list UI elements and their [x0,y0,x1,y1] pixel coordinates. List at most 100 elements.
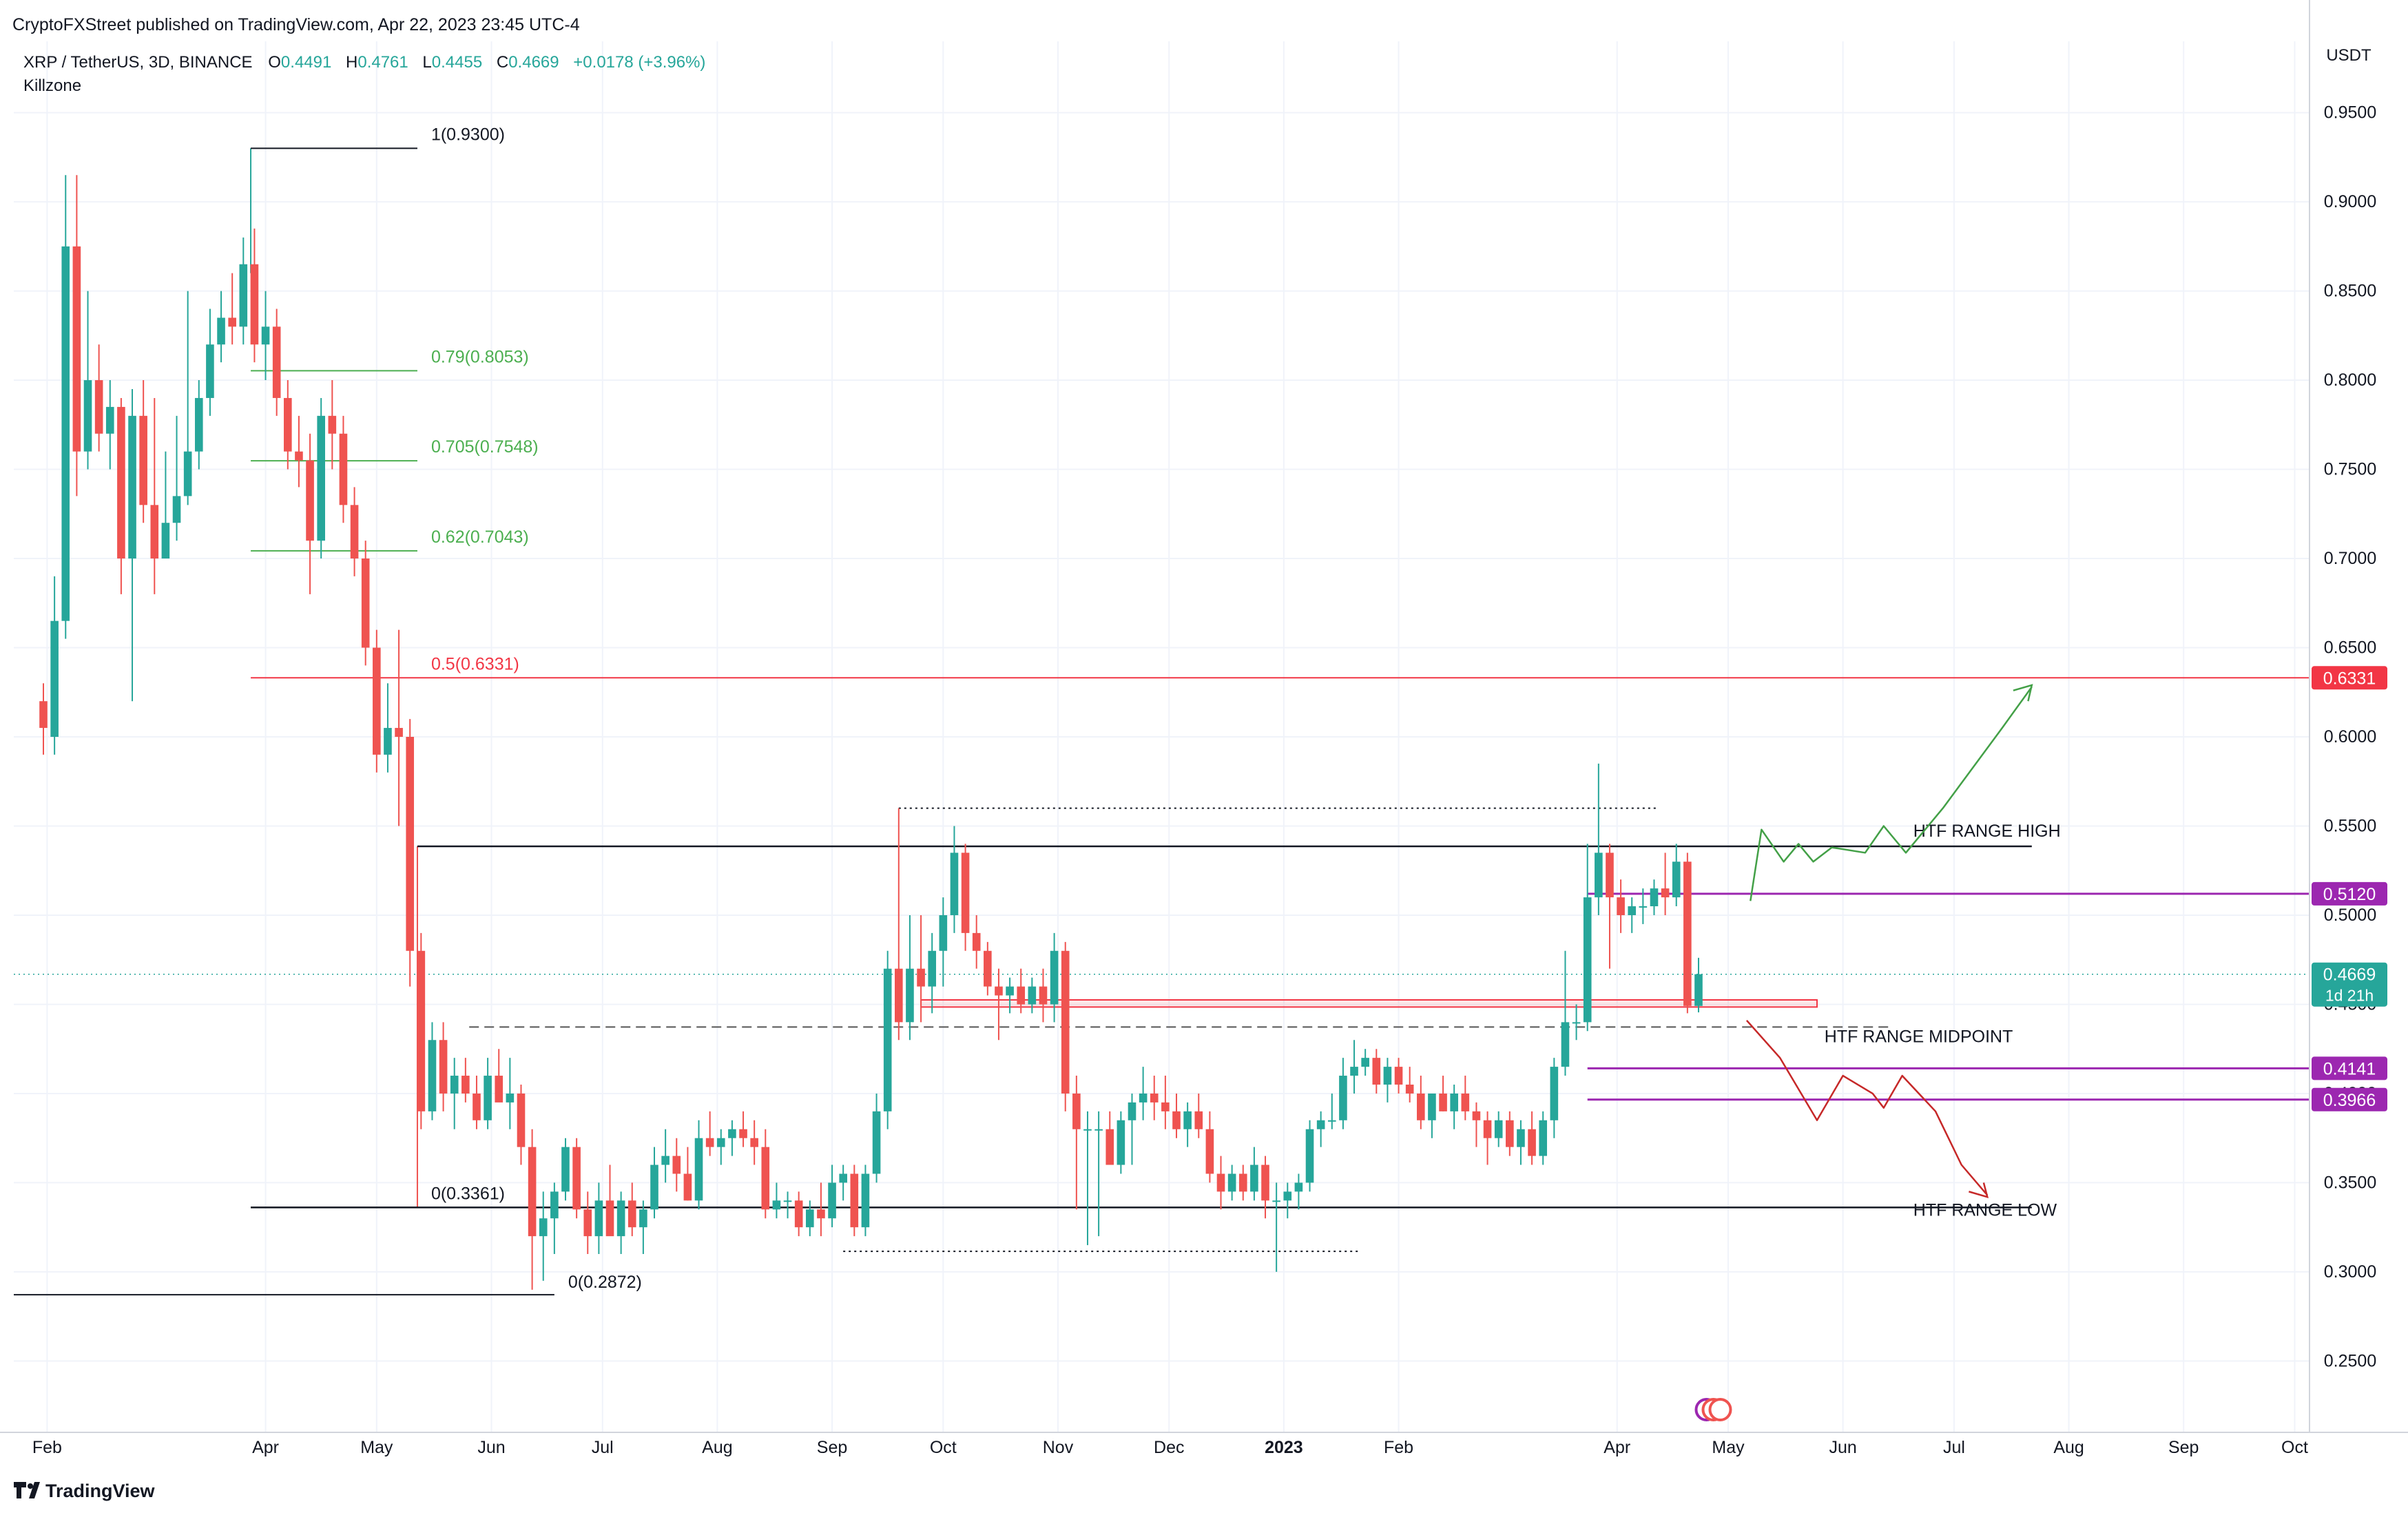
ohlc-h-value: 0.4761 [357,53,408,72]
candle-body [1061,950,1070,1094]
candle-body [1517,1129,1525,1147]
candle-body [972,932,981,951]
x-tick-label: Dec [1154,1438,1184,1457]
candle [1617,879,1625,933]
y-tick-label: 0.2500 [2324,1351,2376,1370]
candle-body [384,728,392,755]
candle [817,1182,825,1237]
fib-label: 0(0.3361) [431,1184,505,1203]
candle [1139,1067,1148,1120]
event-flag-icon[interactable] [1708,1398,1732,1421]
candle-body [61,246,70,621]
candle [1172,1093,1181,1138]
x-tick-label: Jun [1829,1438,1856,1457]
candlestick-series [39,175,1703,1290]
candle-body [828,1182,836,1219]
candle [217,291,225,363]
candle-body [661,1156,670,1165]
candle-body [583,1209,592,1237]
x-tick-label: Oct [2281,1438,2308,1457]
candle-body [506,1093,515,1103]
tradingview-logo-icon [14,1482,40,1498]
candle [284,380,292,470]
candle-body [639,1209,647,1228]
x-tick-label: May [1712,1438,1745,1457]
candle-body [317,415,325,541]
candle-body [1205,1129,1214,1174]
candle-body [1361,1058,1369,1067]
fib-label: 0(0.2872) [568,1273,642,1292]
candle-body [883,968,892,1111]
candle [373,629,381,773]
candle [1339,1058,1347,1129]
x-tick-label: Aug [2053,1438,2084,1457]
candle [883,950,892,1129]
candle-body [1439,1093,1447,1111]
candle-body [550,1191,559,1219]
candle [750,1120,758,1165]
price-tag-label: 0.4669 [2323,965,2376,985]
candle [561,1138,570,1201]
indicator-label[interactable]: Killzone [23,76,81,95]
candle-body [605,1200,614,1237]
candle [616,1191,625,1255]
fib-label: 0.62(0.7043) [431,527,529,547]
candle [105,380,114,470]
candle-body [672,1156,681,1174]
candle [1039,968,1048,1023]
candle [39,683,48,755]
candle-body [172,496,181,523]
candle-body [1327,1120,1336,1122]
candle [306,433,314,594]
chart-drawings: HTF RANGE HIGH HTF RANGE MIDPOINT HTF RANG… [14,684,2310,1253]
candle [672,1138,681,1192]
candle-body [1039,986,1048,1005]
candle-body [461,1076,470,1094]
candle-body [1227,1173,1236,1192]
tradingview-brand[interactable]: TradingView [45,1481,156,1501]
candle [1205,1111,1214,1183]
range-level-label: HTF RANGE LOW [1913,1200,2057,1220]
x-tick-label: Jul [1943,1438,1965,1457]
candle [1272,1182,1280,1272]
candle [850,1164,859,1237]
candle [495,1049,504,1103]
candle [1361,1049,1369,1076]
time-axis[interactable]: Feb Apr May Jun Jul Aug Sep Oct Nov Dec 2023 Feb Apr… [0,1432,2408,1457]
candle-body [1094,1129,1103,1131]
candle [605,1164,614,1237]
candle-body [1294,1182,1303,1192]
candle [839,1164,847,1201]
candle [1461,1076,1470,1120]
candle-body [1472,1111,1481,1120]
candle-body [150,505,159,559]
bearish-projection-path [1745,1019,1989,1196]
candle-body [183,451,192,497]
y-tick-label: 0.5500 [2324,816,2376,835]
candle [1572,1004,1581,1041]
candle-body [428,1040,437,1111]
candle-body [128,415,136,559]
candle-body [117,406,125,559]
candle [1539,1111,1548,1165]
range-level-label: HTF RANGE HIGH [1913,822,2061,841]
candle [1327,1093,1336,1129]
candle [1606,844,1614,969]
candle [1472,1102,1481,1147]
candle [728,1120,736,1156]
y-tick-label: 0.9000 [2324,192,2376,211]
candle [984,941,992,996]
candle [761,1129,770,1219]
candle-body [1183,1111,1192,1129]
candle-body [450,1076,459,1094]
candle [1083,1111,1092,1246]
candle [228,273,236,345]
candle [128,389,136,702]
candle-body [94,380,103,434]
candle-body [250,264,259,345]
candle [1106,1111,1114,1165]
x-tick-label: Aug [702,1438,732,1457]
candle [661,1129,670,1183]
candle [917,915,925,1023]
